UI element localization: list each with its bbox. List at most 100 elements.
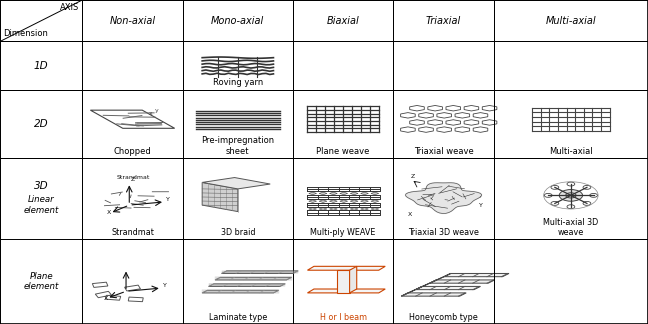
Bar [0, 0, 82, 41]
Text: Multi-axial 3D
weave: Multi-axial 3D weave [543, 218, 599, 237]
Polygon shape [340, 200, 347, 202]
Text: X: X [103, 296, 108, 301]
Bar [183, 90, 293, 158]
Text: H or I beam: H or I beam [319, 313, 367, 322]
Polygon shape [209, 284, 285, 286]
Bar [293, 158, 393, 239]
Text: Strandmat: Strandmat [111, 228, 154, 237]
Bar [293, 0, 393, 41]
Polygon shape [360, 208, 368, 210]
Text: 1D: 1D [34, 61, 49, 71]
Polygon shape [371, 192, 378, 195]
Text: 3D braid: 3D braid [220, 228, 255, 237]
Polygon shape [308, 208, 316, 210]
Bar [393, 0, 494, 41]
Text: Linear
element: Linear element [23, 195, 59, 215]
Text: 3D: 3D [34, 181, 49, 191]
Bar [293, 41, 393, 90]
Polygon shape [215, 277, 292, 280]
Polygon shape [319, 200, 327, 202]
Bar [82, 158, 183, 239]
Bar [494, 0, 648, 41]
Text: Pre-impregnation
sheet: Pre-impregnation sheet [202, 136, 274, 156]
Bar [0, 158, 82, 324]
Polygon shape [307, 289, 385, 293]
Bar [82, 41, 183, 90]
Polygon shape [340, 192, 347, 195]
Bar [183, 0, 293, 41]
Text: Triaxial 3D weave: Triaxial 3D weave [408, 228, 479, 237]
Polygon shape [202, 290, 279, 293]
Text: Honeycomb type: Honeycomb type [409, 313, 478, 322]
Text: Laminate type: Laminate type [209, 313, 267, 322]
Text: Y: Y [166, 197, 170, 202]
Text: Plane
element: Plane element [23, 272, 59, 291]
Bar [183, 239, 293, 324]
Polygon shape [445, 273, 509, 277]
Bar [183, 158, 293, 239]
Text: Non-axial: Non-axial [110, 16, 156, 26]
Text: y: y [156, 108, 159, 113]
Text: Multi-axial: Multi-axial [546, 16, 596, 26]
Text: AXIS: AXIS [60, 3, 79, 12]
Text: Multi-ply WEAVE: Multi-ply WEAVE [310, 228, 376, 237]
Polygon shape [430, 273, 451, 283]
Bar [393, 41, 494, 90]
Bar [82, 239, 183, 324]
Circle shape [559, 190, 583, 201]
Polygon shape [360, 200, 368, 202]
Text: Multi-axial: Multi-axial [549, 146, 593, 156]
Polygon shape [319, 208, 327, 210]
Polygon shape [202, 178, 270, 189]
Text: x: x [148, 111, 152, 116]
Bar [494, 158, 648, 239]
Bar [0, 41, 82, 90]
Polygon shape [350, 200, 358, 202]
Polygon shape [406, 183, 481, 214]
Polygon shape [430, 280, 495, 283]
Polygon shape [371, 200, 378, 202]
Text: Z: Z [130, 177, 135, 182]
Polygon shape [360, 192, 368, 195]
Bar [393, 90, 494, 158]
Bar [494, 90, 648, 158]
Text: Plane weave: Plane weave [316, 146, 370, 156]
Text: X: X [408, 213, 412, 217]
Text: Z: Z [411, 174, 415, 179]
Bar [393, 239, 494, 324]
Polygon shape [415, 286, 480, 290]
Text: Chopped: Chopped [113, 146, 152, 156]
Polygon shape [319, 192, 327, 195]
Text: X: X [106, 210, 111, 215]
Text: 2D: 2D [34, 119, 49, 129]
Text: Dimension: Dimension [3, 29, 48, 38]
Bar [293, 90, 393, 158]
Text: Strandmat: Strandmat [117, 175, 150, 180]
Bar [0, 90, 82, 158]
Polygon shape [401, 293, 466, 296]
Polygon shape [350, 266, 356, 293]
Text: Biaxial: Biaxial [327, 16, 360, 26]
Text: Roving yarn: Roving yarn [213, 78, 263, 87]
Bar [82, 90, 183, 158]
Polygon shape [340, 208, 347, 210]
Polygon shape [350, 208, 358, 210]
Text: Triaxial weave: Triaxial weave [413, 146, 474, 156]
Polygon shape [371, 208, 378, 210]
Polygon shape [307, 266, 385, 270]
Text: Mono-axial: Mono-axial [211, 16, 264, 26]
Polygon shape [350, 192, 358, 195]
Text: Y: Y [163, 284, 167, 288]
Polygon shape [329, 192, 337, 195]
Bar [183, 41, 293, 90]
Polygon shape [401, 286, 422, 296]
Polygon shape [308, 192, 316, 195]
Polygon shape [329, 208, 337, 210]
Polygon shape [337, 270, 350, 293]
Polygon shape [329, 200, 337, 202]
Polygon shape [202, 182, 238, 212]
Bar [393, 158, 494, 239]
Bar [494, 239, 648, 324]
Text: Triaxial: Triaxial [426, 16, 461, 26]
Polygon shape [222, 271, 298, 273]
